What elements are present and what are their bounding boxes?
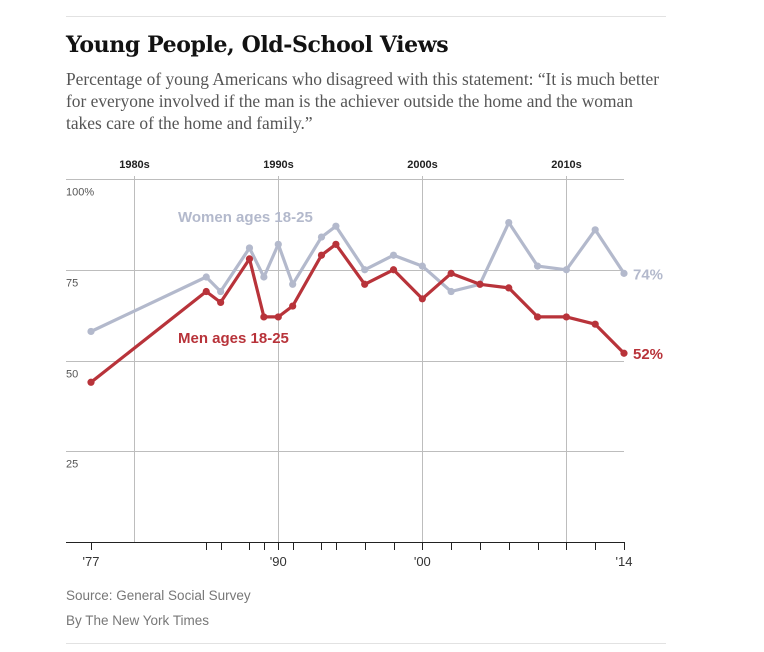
x-tick-label: '00 [414,554,431,569]
men-series-label: Men ages 18-25 [178,330,289,347]
men-data-point [317,251,326,259]
women-data-point [418,262,426,270]
men-data-point [260,313,268,321]
men-data-point [533,313,542,321]
women-data-point [289,280,297,288]
men-data-point [418,295,426,303]
women-series-label: Women ages 18-25 [178,209,313,226]
decade-label: 2000s [407,159,438,171]
men-data-point [562,313,570,321]
decade-label: 1990s [263,159,294,171]
line-chart: 100% 75 50 25 1980s 1990s 2000s 2010s '77 '90 '00 '… [66,159,663,569]
men-data-point [361,280,369,288]
women-data-point [389,251,398,259]
men-data-point [217,298,225,307]
bottom-rule [66,643,666,644]
men-data-point [620,349,628,357]
women-data-point [361,266,369,274]
y-tick-label: 75 [66,278,78,290]
men-data-point [289,302,297,310]
women-data-point [260,273,268,281]
decade-label: 2010s [551,159,582,171]
women-data-point [274,240,282,248]
women-data-point [332,222,340,230]
women-data-point [245,244,254,252]
women-data-point [505,218,513,227]
women-end-label: 74% [633,266,663,283]
top-rule [66,16,666,17]
men-data-point [447,269,455,277]
x-tick-label: '77 [83,554,100,569]
women-data-point [562,266,570,274]
women-data-point [533,262,542,270]
men-data-point [245,255,254,263]
chart-subtitle: Percentage of young Americans who disagr… [66,69,660,133]
women-data-point [217,287,225,296]
y-tick-label: 100% [66,187,94,199]
y-tick-label: 50 [66,369,78,381]
men-data-point [274,313,282,321]
men-data-point [202,287,210,296]
women-data-point [620,269,628,277]
source-note: Source: General Social Survey [66,588,251,603]
men-data-point [389,266,398,274]
men-data-point [505,284,513,292]
women-data-point [202,273,210,281]
women-series-line [89,221,626,334]
men-data-point [591,320,599,328]
decade-label: 1980s [119,159,150,171]
x-tick-label: '14 [616,554,633,569]
byline: By The New York Times [66,613,210,628]
men-data-point [332,240,340,248]
women-data-point [591,226,599,234]
men-data-point [87,378,95,386]
x-tick-label: '90 [270,554,287,569]
men-data-point [476,280,484,288]
women-data-point [317,233,326,241]
chart-title: Young People, Old-School Views [66,32,449,58]
women-data-point [87,327,95,336]
y-tick-label: 25 [66,459,78,471]
women-data-point [447,287,455,296]
men-end-label: 52% [633,346,663,363]
